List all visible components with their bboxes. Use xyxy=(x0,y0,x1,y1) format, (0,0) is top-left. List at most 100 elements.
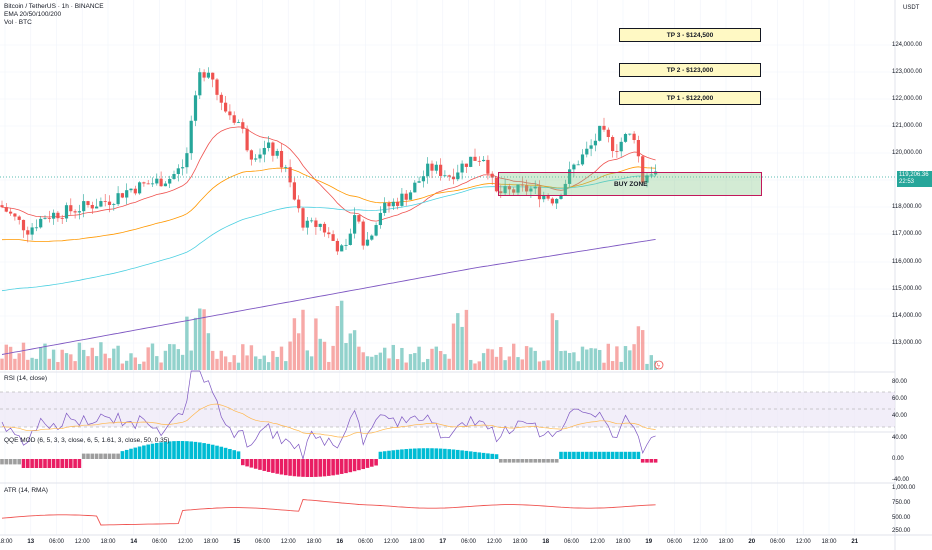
volume-bar xyxy=(77,342,82,370)
qqe-bar xyxy=(73,459,77,468)
tp3-label[interactable]: TP 3 - $124,500 xyxy=(619,28,761,42)
candle-body xyxy=(133,188,137,194)
candle-body xyxy=(649,174,653,176)
candle-body xyxy=(86,201,90,205)
time-tick: 19 xyxy=(645,539,653,545)
qqe-legend[interactable]: QQE MOD (6, 5, 3, 3, close, 6, 5, 1.61, … xyxy=(4,437,170,444)
volume-bar xyxy=(99,342,103,370)
qqe-bar xyxy=(146,444,150,459)
qqe-bar xyxy=(38,459,43,468)
ema-legend[interactable]: EMA 20/50/100/200 xyxy=(4,11,62,18)
atr-tick: 1,000.00 xyxy=(892,485,916,491)
price-tick: 116,000.00 xyxy=(892,259,922,265)
qqe-bar xyxy=(593,451,598,459)
candle-body xyxy=(241,122,245,129)
volume-bar xyxy=(426,358,430,370)
qqe-bar xyxy=(94,453,99,459)
candle-body xyxy=(159,178,163,187)
volume-bar xyxy=(262,355,266,370)
volume-bar xyxy=(387,358,391,370)
volume-bar xyxy=(602,362,606,370)
symbol-legend[interactable]: Bitcoin / TetherUS · 1h · BINANCE xyxy=(4,3,104,10)
qqe-bar xyxy=(34,459,39,468)
price-tick: 123,000.00 xyxy=(892,69,923,75)
qqe-bar xyxy=(112,453,116,459)
qqe-bar xyxy=(301,459,305,477)
volume-bar xyxy=(550,313,555,370)
grid xyxy=(0,0,895,535)
rsi-tick: 40.00 xyxy=(892,413,908,419)
volume-bar xyxy=(318,338,322,370)
time-tick: 18:00 xyxy=(821,539,837,545)
volume-bar xyxy=(176,349,180,370)
candle-body xyxy=(258,154,262,159)
candle-body xyxy=(146,183,150,185)
candle-body xyxy=(9,211,13,214)
qqe-bar xyxy=(623,451,628,459)
buy-zone-rect[interactable] xyxy=(498,172,762,196)
rsi-lines xyxy=(1,370,656,461)
candle-body xyxy=(150,183,155,185)
qqe-bar xyxy=(632,451,636,459)
qqe-bar xyxy=(13,459,17,465)
current-price: 119,206.36 xyxy=(899,172,929,178)
qqe-bar xyxy=(77,459,82,468)
candle-body xyxy=(129,188,133,191)
price-tick: 124,000.00 xyxy=(892,42,923,48)
candle-body xyxy=(344,244,348,246)
candle-body xyxy=(546,195,550,199)
current-price-badge[interactable]: 119,206.36 22:53 xyxy=(897,171,932,187)
qqe-bar xyxy=(60,459,64,468)
candle-body xyxy=(473,156,477,161)
candle-body xyxy=(585,148,589,155)
candle-body xyxy=(279,150,284,168)
qqe-bar xyxy=(546,459,550,463)
volume-bar xyxy=(168,344,172,370)
candle-body xyxy=(490,173,494,178)
candle-body xyxy=(125,190,129,198)
qqe-bar xyxy=(451,449,456,459)
qqe-bar xyxy=(348,459,353,473)
volume-bar xyxy=(137,363,142,370)
buy-zone-label: BUY ZONE xyxy=(614,181,648,188)
time-tick: 06:00 xyxy=(357,539,374,545)
replay-icon[interactable] xyxy=(654,360,664,370)
currency-label[interactable]: USDT xyxy=(903,5,920,11)
volume-bar xyxy=(580,346,585,370)
qqe-bar xyxy=(421,448,426,459)
candle-body xyxy=(202,72,206,78)
tp1-label[interactable]: TP 1 - $122,000 xyxy=(619,91,761,105)
candle-body xyxy=(533,186,537,189)
volume-bar xyxy=(490,349,494,370)
volume-bar xyxy=(348,333,352,370)
volume-bar xyxy=(400,347,404,370)
qqe-bar xyxy=(374,459,378,466)
qqe-bar xyxy=(382,451,387,459)
qqe-bar xyxy=(391,450,396,459)
candle-body xyxy=(30,227,34,235)
volume-bar xyxy=(271,351,275,370)
atr-legend[interactable]: ATR (14, RMA) xyxy=(4,487,48,494)
candle-body xyxy=(374,225,378,236)
volume-bar xyxy=(47,358,51,370)
candle-body xyxy=(254,158,258,160)
tp2-label[interactable]: TP 2 - $123,000 xyxy=(619,63,761,77)
rsi-legend[interactable]: RSI (14, close) xyxy=(4,375,47,382)
qqe-bar xyxy=(331,459,335,476)
volume-legend[interactable]: Vol · BTC xyxy=(4,19,32,26)
qqe-bar xyxy=(69,459,73,468)
candle-body xyxy=(619,141,623,152)
candle-body xyxy=(318,223,322,227)
candle-body xyxy=(0,205,4,208)
volume-bar xyxy=(301,309,305,370)
time-tick: 16 xyxy=(336,539,344,545)
candle-body xyxy=(47,218,51,219)
candle-body xyxy=(413,182,417,193)
volume-bar xyxy=(228,362,232,370)
qqe-bar xyxy=(64,459,69,468)
candle-body xyxy=(482,159,486,162)
candle-body xyxy=(550,198,554,204)
time-tick: 18:00 xyxy=(306,539,322,545)
qqe-bar xyxy=(344,459,348,474)
